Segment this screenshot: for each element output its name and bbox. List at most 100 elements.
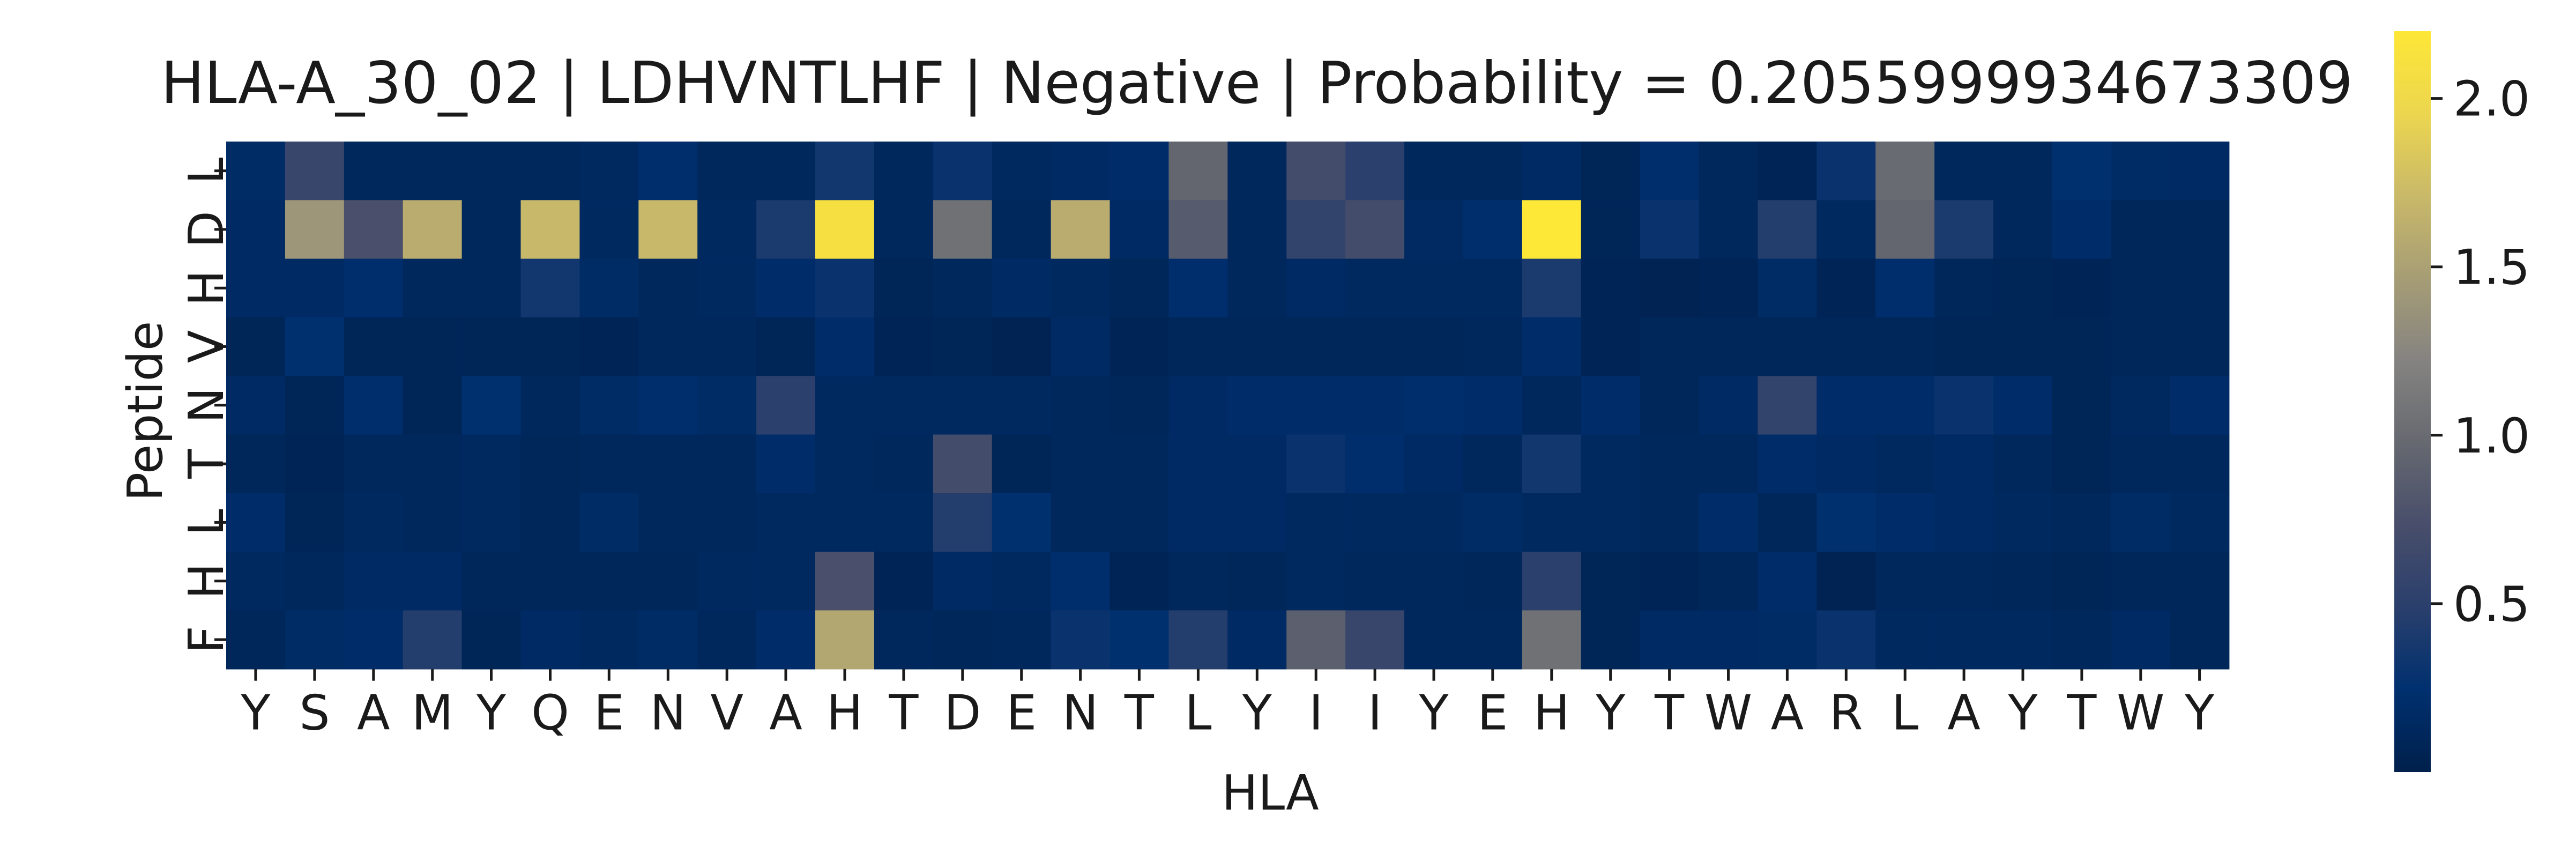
heatmap-cell (1051, 552, 1111, 611)
heatmap-cell (1522, 610, 1582, 670)
heatmap-cell (1699, 434, 1759, 494)
heatmap-cell (1875, 258, 1935, 318)
heatmap-cell (226, 200, 286, 259)
heatmap-cell (756, 376, 816, 435)
heatmap-cell (1345, 434, 1405, 494)
heatmap-cell (1934, 610, 1994, 670)
heatmap-cell (1168, 610, 1229, 670)
heatmap-cell (697, 552, 757, 611)
heatmap-cell (1875, 317, 1935, 376)
heatmap-cell (638, 434, 698, 494)
heatmap-cell (285, 552, 345, 611)
heatmap-cell (697, 376, 757, 435)
heatmap-cell (992, 610, 1052, 670)
heatmap-cell (2170, 258, 2230, 318)
heatmap-cell (1404, 552, 1464, 611)
heatmap-cell (1699, 493, 1759, 552)
heatmap-cell (2111, 142, 2171, 201)
heatmap-cell (697, 258, 757, 318)
heatmap-cell (1934, 317, 1994, 376)
heatmap-cell (1993, 610, 2053, 670)
heatmap-cell (1816, 376, 1876, 435)
heatmap-cell (1286, 434, 1346, 494)
heatmap-cell (403, 317, 463, 376)
heatmap-cell (1463, 317, 1523, 376)
heatmap-cell (579, 376, 639, 435)
x-tick-label: A (1947, 685, 1981, 741)
heatmap-cell (1993, 376, 2053, 435)
heatmap-cell (403, 434, 463, 494)
x-tick-label: V (710, 685, 743, 741)
heatmap-cell (2111, 493, 2171, 552)
x-tick-label: I (1309, 685, 1323, 741)
heatmap-cell (2170, 142, 2230, 201)
heatmap-cell (1168, 493, 1229, 552)
y-tick-label: T (178, 449, 235, 479)
heatmap-cell (1640, 200, 1700, 259)
heatmap-cell (1758, 552, 1818, 611)
heatmap-cell (2052, 552, 2112, 611)
heatmap-cell (697, 317, 757, 376)
heatmap-cell (1875, 142, 1935, 201)
heatmap-cell (226, 610, 286, 670)
heatmap-cell (1227, 142, 1287, 201)
heatmap-cell (874, 434, 934, 494)
heatmap-cell (1934, 376, 1994, 435)
heatmap-cell (756, 142, 816, 201)
heatmap-cell (1345, 376, 1405, 435)
heatmap-cell (1640, 610, 1700, 670)
heatmap-cell (1816, 610, 1876, 670)
heatmap-cell (992, 376, 1052, 435)
heatmap-cell (1463, 434, 1523, 494)
heatmap-cell (1227, 200, 1287, 259)
heatmap-cell (579, 258, 639, 318)
heatmap-cell (461, 317, 522, 376)
heatmap-cell (1640, 552, 1700, 611)
heatmap-cell (1286, 493, 1346, 552)
heatmap-cell (1463, 610, 1523, 670)
x-tick-label: Y (2184, 685, 2215, 741)
x-tick-label: L (1892, 685, 1918, 741)
heatmap-cell (226, 376, 286, 435)
heatmap-cell (1581, 142, 1641, 201)
heatmap-cell (285, 610, 345, 670)
heatmap-cell (1816, 317, 1876, 376)
heatmap-cell (1640, 493, 1700, 552)
heatmap-cell (344, 317, 404, 376)
heatmap-cell (1345, 258, 1405, 318)
heatmap-cell (461, 610, 522, 670)
x-tick-label: E (1477, 685, 1508, 741)
heatmap-cell (1051, 434, 1111, 494)
heatmap-cell (1168, 376, 1229, 435)
y-tick-label: V (178, 330, 235, 364)
heatmap-cell (461, 434, 522, 494)
heatmap-cell (520, 493, 580, 552)
colorbar-ticks: 0.5 1.0 1.5 2.0 (2431, 71, 2530, 633)
heatmap-cell (1816, 142, 1876, 201)
heatmap-cell (1168, 142, 1229, 201)
heatmap-cell (1875, 200, 1935, 259)
heatmap-cell (461, 376, 522, 435)
colorbar-tick-label: 1.5 (2453, 240, 2530, 296)
heatmap-cell (1640, 317, 1700, 376)
heatmap-cell (1404, 376, 1464, 435)
x-tick-label: T (2066, 685, 2097, 741)
heatmap-cell (579, 200, 639, 259)
heatmap-cell (1286, 376, 1346, 435)
heatmap-cell (1993, 317, 2053, 376)
heatmap-cell (1640, 376, 1700, 435)
heatmap-cell (1934, 142, 1994, 201)
heatmap-cell (933, 258, 993, 318)
heatmap-cell (520, 552, 580, 611)
heatmap-cell (874, 552, 934, 611)
heatmap-cell (461, 258, 522, 318)
x-tick-label: I (1368, 685, 1382, 741)
heatmap-cell (344, 376, 404, 435)
x-tick-label: E (1006, 685, 1037, 741)
heatmap-cell (697, 434, 757, 494)
heatmap-cell (1345, 200, 1405, 259)
heatmap-cell (461, 493, 522, 552)
heatmap-cell (756, 200, 816, 259)
heatmap-cell (933, 376, 993, 435)
heatmap-cell (2052, 258, 2112, 318)
